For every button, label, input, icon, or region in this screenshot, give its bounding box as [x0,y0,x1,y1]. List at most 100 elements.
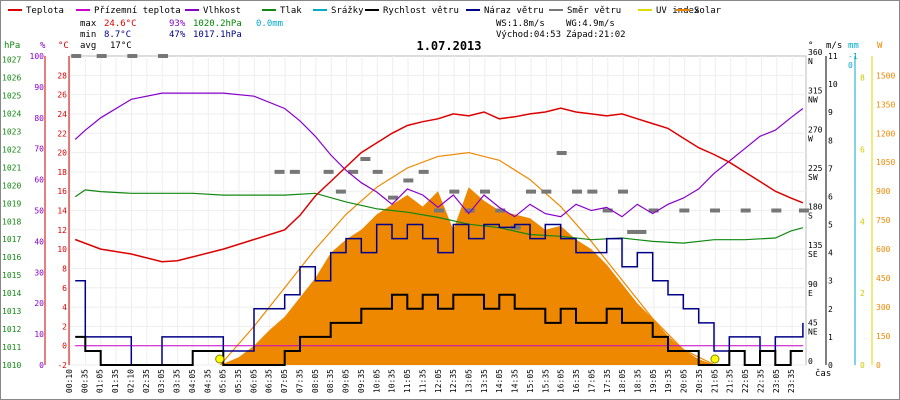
temp-tick-label: 8 [62,264,67,273]
dir-unit: ° [808,41,813,51]
legend-label: Solar [694,6,722,16]
x-tick-label: 06:05 [249,369,258,393]
stat-ws: WS:1.8m/s [496,19,545,29]
x-tick-label: 11:35 [418,369,427,393]
humidity-line [74,92,804,218]
pct-tick-label: 20 [34,299,44,308]
x-tick-label: 22:35 [756,369,765,393]
temp-tick-label: 12 [57,226,67,235]
pct-tick-label: 70 [34,145,44,154]
x-tick-label: 18:35 [634,369,643,393]
dir-tick-label: 270 [808,125,823,134]
wind-direction-point [127,54,138,58]
wind-direction-point [648,208,659,213]
x-tick-label: 20:05 [680,369,689,393]
hpa-tick-label: 1022 [2,145,21,154]
x-tick-label: 13:35 [480,369,489,393]
wind-direction-point [710,208,720,213]
sun-marker [215,354,225,364]
hpa-tick-label: 1012 [2,325,21,334]
x-tick-label: 15:35 [541,369,550,393]
dir-tick-label: 135 [808,241,823,250]
temp-tick-label: 26 [57,91,67,100]
wind-direction-point [464,208,475,213]
x-tick-label: 06:35 [265,369,274,393]
x-tick-label: 11:05 [403,369,412,393]
x-tick-label: 10:35 [388,369,397,393]
solar-tick-label: 900 [876,187,891,196]
dir-tick-label: 45 [808,318,818,327]
x-tick-label: 21:05 [710,369,719,393]
hpa-tick-label: 1027 [2,56,21,65]
wind-tick-label: 11 [828,52,838,61]
wind-tick-label: 9 [828,108,833,117]
wind-direction-point [798,208,809,213]
solar-tick-label: 600 [876,245,891,254]
wind-direction-point [618,189,628,194]
x-tick-label: 17:35 [603,369,612,393]
wind-direction-point [348,169,359,174]
solar-max-curve [219,151,716,366]
temp-tick-label: 14 [57,207,67,216]
x-tick-label: 16:05 [557,369,566,393]
dir-tick-label: 315 [808,87,823,96]
x-tick-label: 04:05 [188,369,197,393]
x-tick-label: 20:35 [695,369,704,393]
pct-tick-label: 0 [39,361,44,370]
temp-tick-label: 24 [57,110,67,119]
pct-tick-label: 10 [34,330,44,339]
pct-tick-label: 90 [34,83,44,92]
x-tick-label: 13:05 [464,369,473,393]
uv-tick-label: 4 [860,217,865,226]
x-tick-label: 22:05 [741,369,750,393]
wind-tick-label: 8 [828,136,833,145]
wind-tick-label: 2 [828,305,833,314]
wind-direction-point [289,169,300,174]
temperature-line [74,107,804,263]
wind-tick-label: 7 [828,164,833,173]
x-tick-label: 08:05 [311,369,320,393]
uv-tick-label: 8 [860,74,865,83]
solar-tick-label: 450 [876,274,891,283]
stat-temp-max: 24.6°C [104,19,137,29]
stat-sunrise: Východ:04:53 [496,30,561,40]
wind-tick-label: 4 [828,249,833,258]
hpa-tick-label: 1026 [2,74,21,83]
hpa-tick-label: 1023 [2,127,21,136]
chart-title: 1.07.2013 [416,39,481,53]
wind-tick-label: 0 [828,361,833,370]
dir-cardinal-label: E [808,289,813,298]
solar-tick-label: 150 [876,332,891,341]
x-tick-label: 15:05 [526,369,535,393]
wind-direction-point [510,225,521,230]
x-tick-label: 00:35 [80,369,89,393]
wind-direction-point [449,189,460,194]
x-tick-label: 17:05 [587,369,596,393]
sun-marker [710,354,720,364]
dir-tick-label: 225 [808,164,823,173]
x-tick-label: 19:05 [649,369,658,393]
wind-direction-point [740,208,751,213]
hpa-tick-label: 1021 [2,163,21,172]
legend-label: Rychlost větru [383,6,459,16]
x-tick-label: 09:35 [357,369,366,393]
temp-tick-label: 2 [62,322,67,331]
wind-direction-point [627,229,638,234]
stat-wg: WG:4.9m/s [566,19,615,29]
temp-tick-label: 4 [62,303,67,312]
rain-tick-label: 0 [848,61,853,70]
wind-tick-label: 10 [828,80,838,89]
wind-direction-point [495,208,506,213]
x-tick-label: 18:05 [618,369,627,393]
temp-tick-label: 20 [57,149,67,158]
wind-direction-point [360,157,371,161]
temp-tick-label: 22 [57,129,67,138]
stat-temp-min: 8.7°C [104,30,131,40]
pct-unit: % [40,41,46,51]
wind-direction-point [418,169,429,174]
stat-avg-label: avg [80,41,96,51]
wind-tick-label: 3 [828,277,833,286]
legend-label: Srážky [331,6,364,16]
solar-tick-label: 300 [876,303,891,312]
